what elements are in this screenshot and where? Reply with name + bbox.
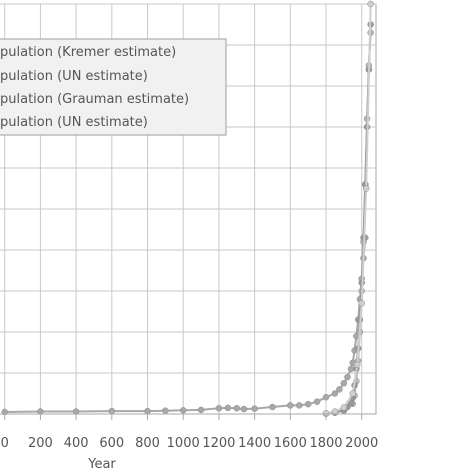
legend-box: [0, 38, 227, 136]
x-tick-label: 1000: [167, 436, 200, 451]
data-point: [367, 0, 374, 8]
x-tick-label: 800: [135, 436, 160, 451]
data-point: [362, 185, 370, 192]
x-tick-label: 1800: [309, 436, 342, 451]
x-tick-label: 0: [1, 436, 9, 451]
data-point: [331, 408, 339, 415]
data-point: [215, 405, 223, 412]
legend: pulation (Kremer estimate) pulation (UN …: [0, 38, 227, 136]
data-point: [347, 400, 355, 407]
data-point: [340, 380, 348, 387]
data-point: [233, 405, 241, 412]
data-point: [197, 406, 205, 414]
data-point: [179, 407, 187, 414]
x-axis-title: Year: [87, 457, 116, 472]
data-point: [331, 390, 339, 397]
x-tick-label: 1400: [238, 436, 271, 451]
data-point: [340, 404, 348, 411]
data-point: [344, 373, 351, 381]
x-tick-label: 600: [99, 436, 124, 451]
data-point: [251, 405, 258, 412]
legend-entry: pulation (Kremer estimate): [0, 45, 176, 60]
series-layer: [1, 0, 374, 417]
x-tick-label: 1600: [274, 436, 307, 451]
data-point: [240, 405, 248, 413]
data-point: [162, 407, 169, 414]
data-point: [322, 393, 330, 401]
data-point: [144, 407, 151, 415]
data-point: [358, 300, 365, 307]
legend-entry: pulation (Grauman estimate): [0, 92, 189, 107]
x-tick-label: 2000: [345, 436, 378, 451]
data-point: [269, 403, 276, 411]
x-tick-label: 400: [64, 436, 89, 451]
data-point: [108, 407, 116, 415]
data-point: [313, 398, 321, 405]
data-point: [304, 400, 312, 408]
data-point: [224, 404, 232, 412]
data-point: [295, 402, 303, 409]
legend-entry: pulation (UN estimate): [0, 115, 148, 130]
legend-entry: pulation (UN estimate): [0, 69, 148, 84]
x-tick-label: 1200: [202, 436, 235, 451]
x-tick-label: 200: [28, 436, 53, 451]
data-point: [349, 390, 357, 397]
data-point: [336, 386, 343, 393]
data-point: [287, 402, 294, 409]
x-axis: 0 200 400 600 800 1000 1200 1400 1600 1800 2000: [0, 413, 378, 451]
data-point: [354, 361, 361, 369]
data-point: [347, 365, 355, 373]
